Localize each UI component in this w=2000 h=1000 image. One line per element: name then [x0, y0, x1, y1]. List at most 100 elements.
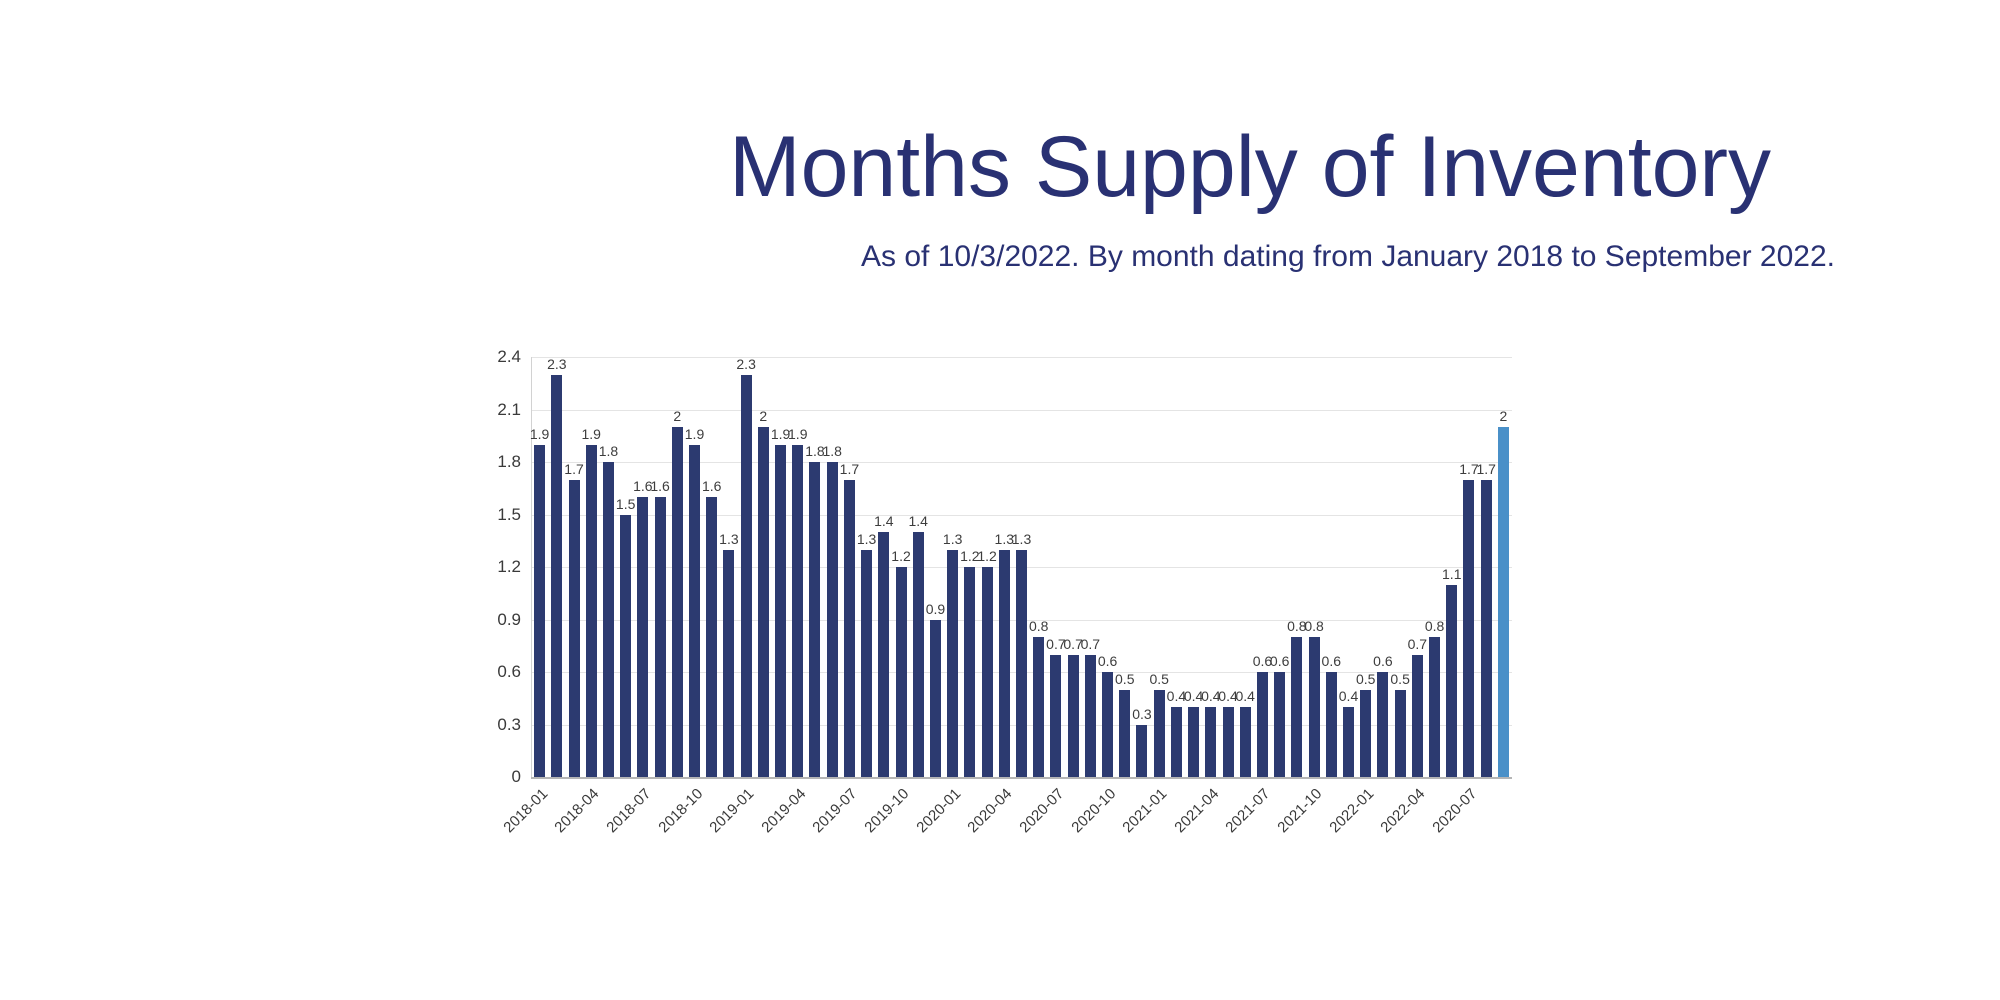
- bar-value-label: 2: [1499, 408, 1508, 424]
- y-tick-label: 1.5: [497, 504, 521, 524]
- bar-value-label: 0.4: [1338, 688, 1359, 704]
- bar-value-label: 1.2: [977, 548, 997, 564]
- bar: [775, 444, 787, 777]
- bar: [1033, 637, 1045, 777]
- bar: [1067, 654, 1079, 777]
- bar: [998, 549, 1010, 777]
- y-grid-line: [531, 514, 1512, 516]
- bar-value-label: 0.8: [1287, 618, 1307, 634]
- bar: [826, 462, 838, 777]
- bar-value-label: 1.3: [856, 530, 877, 547]
- bar: [1325, 672, 1337, 777]
- bar: [568, 479, 580, 777]
- bar-value-label: 1.3: [1011, 530, 1032, 547]
- bar: [602, 462, 614, 777]
- bar-value-label: 0.4: [1201, 688, 1221, 704]
- bar: [1274, 672, 1286, 777]
- chart-subtitle: As of 10/3/2022. By month dating from Ja…: [861, 240, 1835, 273]
- bar-value-label: 0.4: [1235, 688, 1255, 704]
- bar-value-label: 1.4: [908, 513, 928, 529]
- bar: [1239, 707, 1251, 777]
- bar-value-label: 1.6: [701, 478, 722, 494]
- bar: [912, 532, 924, 777]
- y-grid-line: [531, 357, 1512, 358]
- bar: [706, 497, 718, 777]
- bar-value-label: 0.5: [1390, 670, 1410, 687]
- bar: [1170, 707, 1182, 777]
- bar-value-label: 0.6: [1269, 653, 1290, 669]
- bar-value-label: 2.3: [736, 355, 756, 372]
- y-grid-line: [531, 409, 1512, 411]
- bar: [792, 444, 804, 777]
- bar-value-label: 2: [673, 408, 682, 424]
- bar: [1308, 637, 1320, 777]
- bar: [878, 532, 890, 777]
- y-tick-label: 0.9: [497, 609, 521, 629]
- chart-title: Months Supply of Inventory: [728, 119, 1772, 215]
- bar-value-label: 1.8: [822, 443, 842, 459]
- bar-value-label: 0.3: [1132, 705, 1152, 722]
- bar-value-label: 0.7: [1080, 635, 1101, 652]
- bar-value-label: 1.1: [1442, 565, 1462, 582]
- bar-value-label: 0.6: [1373, 653, 1393, 669]
- bar-value-label: 1.7: [839, 460, 860, 477]
- y-tick-label: 1.8: [497, 452, 521, 471]
- bar: [654, 497, 666, 777]
- bar: [1291, 637, 1303, 777]
- bar: [1377, 672, 1389, 777]
- bar-value-label: 2: [759, 408, 768, 424]
- bar-value-label: 1.9: [684, 425, 705, 442]
- bar: [551, 374, 563, 777]
- y-tick-label: 0.6: [497, 662, 521, 681]
- bar: [1136, 724, 1148, 777]
- bar-value-label: 1.7: [564, 460, 584, 477]
- bar: [1050, 654, 1062, 777]
- bar: [1016, 549, 1027, 777]
- bar: [585, 444, 597, 777]
- bar-value-label: 1.8: [805, 443, 825, 459]
- bar-value-label: 1.3: [994, 530, 1015, 547]
- bar-value-label: 1.6: [633, 478, 653, 494]
- bar-value-label: 0.7: [1046, 635, 1066, 652]
- bar-value-label: 0.8: [1304, 618, 1324, 634]
- bar: [740, 374, 752, 777]
- bar-value-label: 2.3: [547, 355, 567, 372]
- bar-value-label: 1.5: [615, 495, 636, 512]
- bar: [1119, 689, 1131, 777]
- bar-value-label: 1.6: [650, 478, 670, 494]
- bar-value-label: 0.6: [1252, 653, 1273, 669]
- bar-value-label: 0.6: [1321, 653, 1342, 669]
- bar-value-label: 0.5: [1115, 670, 1135, 687]
- bar-value-label: 1.7: [1476, 460, 1496, 477]
- bar: [809, 462, 821, 777]
- bar: [861, 549, 873, 777]
- bar: [1394, 689, 1406, 777]
- y-tick-label: 1.2: [497, 557, 521, 576]
- bar: [1153, 689, 1165, 777]
- bar: [1411, 654, 1423, 777]
- bar: [981, 567, 993, 777]
- bar-value-label: 0.7: [1407, 635, 1428, 652]
- y-grid-line: [531, 462, 1512, 463]
- bar-value-label: 0.5: [1355, 670, 1376, 687]
- bar: [964, 567, 976, 777]
- y-tick-label: 0.3: [497, 714, 521, 734]
- bar: [1463, 479, 1475, 777]
- bar-value-label: 1.3: [719, 530, 739, 547]
- bar: [1360, 689, 1372, 777]
- bar: [689, 444, 700, 777]
- bar: [1446, 584, 1458, 777]
- bar-value-label: 0.5: [1149, 670, 1169, 687]
- bar: [1084, 654, 1096, 777]
- bar: [534, 444, 546, 777]
- y-tick-label: 0: [511, 767, 521, 786]
- bar: [929, 619, 941, 777]
- bar-value-label: 1.2: [891, 548, 911, 564]
- bar-value-label: 0.6: [1097, 653, 1118, 669]
- bar: [671, 427, 683, 777]
- bar: [1188, 707, 1200, 777]
- bar-value-label: 0.7: [1063, 635, 1083, 652]
- bar-value-label: 0.8: [1424, 618, 1445, 634]
- bar: [1102, 672, 1114, 777]
